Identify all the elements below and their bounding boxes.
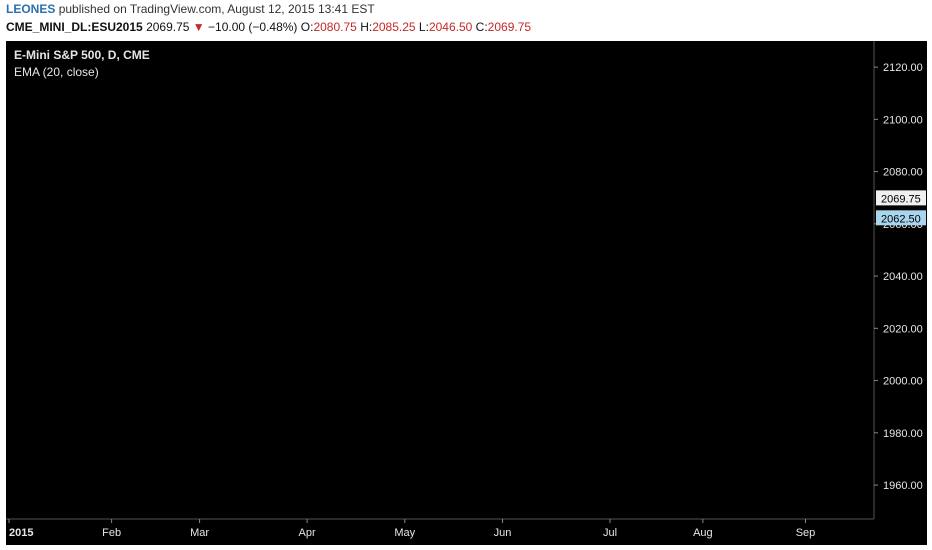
low-label: L: [418,20,429,34]
y-tick-label: 2120.00 [883,62,923,74]
chart-title: E-Mini S&P 500, D, CME [14,48,150,62]
y-tick-label: 1960.00 [883,480,923,492]
last-price-tag: 2069.75 [876,190,926,206]
x-tick-label: 2015 [9,527,33,539]
price-chart[interactable]: bull trap23bars23bars23bars23bars 1960.0… [6,41,927,545]
x-tick-label: Feb [102,527,121,539]
x-tick-label: Jul [603,527,617,539]
change-down-icon: ▼ [192,20,205,34]
last-price-tag-bg [876,190,926,206]
x-tick-label: Apr [299,527,316,539]
y-tick-label: 2000.00 [883,376,923,388]
symbol-bar: CME_MINI_DL:ESU2015 2069.75 ▼ −10.00 (−0… [6,20,531,38]
x-tick-label: Jun [494,527,512,539]
last-price: 2069.75 [146,20,190,34]
y-tick-label: 2020.00 [883,323,923,335]
open-value: 2080.75 [313,20,357,34]
indicator-label[interactable]: EMA (20, close) [14,65,99,79]
x-tick-label: Mar [190,527,209,539]
close-label: C: [475,20,488,34]
publish-line: LEONES published on TradingView.com, Aug… [6,2,375,20]
price-line-tag-bg [876,210,926,226]
open-label: O: [300,20,314,34]
close-value: 2069.75 [487,20,532,34]
y-tick-label: 2100.00 [883,114,923,126]
x-tick-label: May [394,527,415,539]
y-tick-label: 2040.00 [883,271,923,283]
y-tick-label: 2080.00 [883,167,923,179]
price-line-tag-label: 2062.50 [881,213,921,225]
published-text: published on TradingView.com, August 12,… [58,2,375,16]
chart-background [6,41,927,545]
x-tick-label: Sep [796,527,816,539]
chart-area[interactable]: bull trap23bars23bars23bars23bars 1960.0… [6,41,927,545]
x-tick-label: Aug [693,527,713,539]
high-label: H: [360,20,373,34]
last-price-tag-label: 2069.75 [881,193,921,205]
price-line-tag: 2062.50 [876,210,926,226]
y-tick-label: 1980.00 [883,428,923,440]
symbol-name[interactable]: CME_MINI_DL:ESU2015 [6,20,143,34]
axes: 1960.001980.002000.002020.002040.002060.… [6,41,927,545]
change-value: −10.00 (−0.48%) [208,20,298,34]
high-value: 2085.25 [372,20,416,34]
low-value: 2046.50 [428,20,473,34]
author-name[interactable]: LEONES [6,2,56,16]
